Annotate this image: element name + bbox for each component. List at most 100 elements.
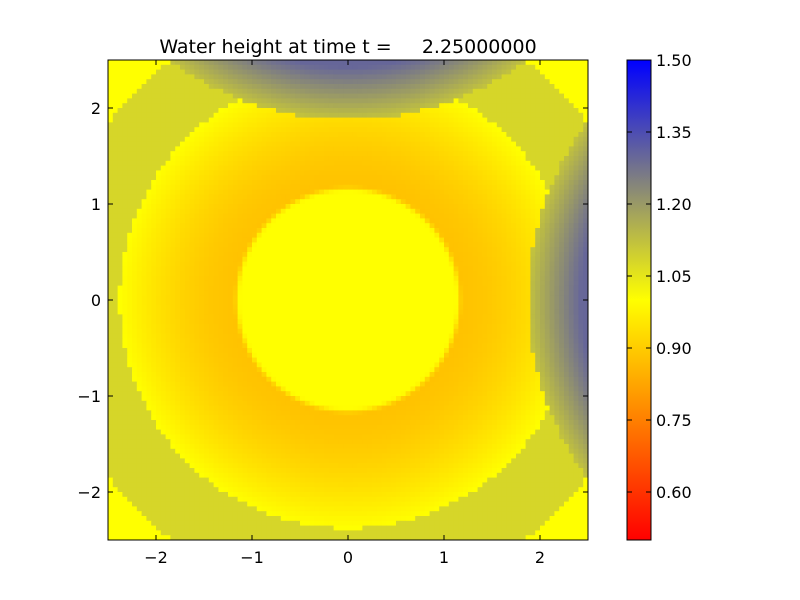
heatmap-cell: [295, 108, 301, 114]
heatmap-cell: [381, 84, 387, 90]
heatmap-cell: [204, 204, 210, 210]
heatmap-cell: [324, 280, 330, 286]
heatmap-cell: [276, 199, 282, 205]
heatmap-cell: [429, 160, 435, 166]
heatmap-cell: [242, 276, 248, 282]
heatmap-cell: [386, 232, 392, 238]
heatmap-cell: [424, 276, 430, 282]
heatmap-cell: [424, 122, 430, 128]
heatmap-cell: [405, 280, 411, 286]
heatmap-cell: [175, 184, 181, 190]
heatmap-cell: [348, 60, 354, 66]
heatmap-cell: [333, 175, 339, 181]
heatmap-cell: [487, 170, 493, 176]
heatmap-cell: [237, 64, 243, 70]
heatmap-cell: [132, 247, 138, 253]
heatmap-cell: [132, 79, 138, 85]
heatmap-cell: [424, 237, 430, 243]
heatmap-cell: [324, 136, 330, 142]
heatmap-cell: [146, 108, 152, 114]
heatmap-cell: [256, 93, 262, 99]
heatmap-cell: [578, 199, 584, 205]
heatmap-cell: [458, 132, 464, 138]
heatmap-cell: [573, 136, 579, 142]
heatmap-cell: [352, 276, 358, 282]
heatmap-cell: [525, 165, 531, 171]
heatmap-cell: [132, 295, 138, 301]
heatmap-cell: [194, 136, 200, 142]
heatmap-cell: [208, 165, 214, 171]
heatmap-cell: [516, 79, 522, 85]
heatmap-cell: [165, 237, 171, 243]
heatmap-cell: [232, 280, 238, 286]
heatmap-cell: [223, 223, 229, 229]
heatmap-cell: [376, 69, 382, 75]
heatmap-cell: [295, 242, 301, 248]
heatmap-cell: [285, 175, 291, 181]
heatmap-cell: [564, 136, 570, 142]
heatmap-cell: [496, 112, 502, 118]
heatmap-cell: [352, 252, 358, 258]
heatmap-cell: [501, 69, 507, 75]
heatmap-cell: [208, 266, 214, 272]
heatmap-cell: [362, 232, 368, 238]
heatmap-cell: [232, 276, 238, 282]
heatmap-cell: [400, 69, 406, 75]
heatmap-cell: [468, 156, 474, 162]
heatmap-cell: [223, 84, 229, 90]
heatmap-cell: [381, 213, 387, 219]
heatmap-cell: [415, 60, 421, 66]
heatmap-cell: [372, 184, 378, 190]
heatmap-cell: [372, 194, 378, 200]
heatmap-cell: [237, 184, 243, 190]
heatmap-cell: [151, 108, 157, 114]
heatmap-cell: [492, 151, 498, 157]
heatmap-cell: [141, 189, 147, 195]
heatmap-cell: [391, 232, 397, 238]
heatmap-cell: [453, 285, 459, 291]
heatmap-cell: [295, 175, 301, 181]
heatmap-cell: [496, 93, 502, 99]
heatmap-cell: [516, 194, 522, 200]
heatmap-cell: [276, 189, 282, 195]
heatmap-cell: [324, 112, 330, 118]
heatmap-cell: [223, 199, 229, 205]
heatmap-cell: [376, 252, 382, 258]
heatmap-cell: [218, 189, 224, 195]
heatmap-cell: [400, 180, 406, 186]
heatmap-cell: [559, 122, 565, 128]
heatmap-cell: [472, 266, 478, 272]
heatmap-cell: [348, 295, 354, 301]
heatmap-cell: [252, 141, 258, 147]
heatmap-cell: [540, 151, 546, 157]
heatmap-cell: [184, 242, 190, 248]
heatmap-cell: [463, 122, 469, 128]
heatmap-cell: [424, 170, 430, 176]
heatmap-cell: [564, 199, 570, 205]
heatmap-cell: [477, 151, 483, 157]
heatmap-cell: [516, 136, 522, 142]
heatmap-cell: [424, 189, 430, 195]
heatmap-cell: [468, 146, 474, 152]
heatmap-cell: [112, 184, 118, 190]
heatmap-cell: [199, 103, 205, 109]
heatmap-cell: [391, 93, 397, 99]
heatmap-cell: [112, 160, 118, 166]
heatmap-cell: [564, 79, 570, 85]
heatmap-cell: [559, 180, 565, 186]
heatmap-cell: [511, 184, 517, 190]
heatmap-cell: [549, 136, 555, 142]
heatmap-cell: [496, 228, 502, 234]
heatmap-cell: [520, 69, 526, 75]
heatmap-cell: [314, 199, 320, 205]
heatmap-cell: [540, 256, 546, 262]
heatmap-cell: [290, 256, 296, 262]
heatmap-cell: [237, 280, 243, 286]
heatmap-cell: [151, 189, 157, 195]
heatmap-cell: [549, 122, 555, 128]
heatmap-cell: [578, 204, 584, 210]
heatmap-cell: [396, 160, 402, 166]
heatmap-cell: [160, 199, 166, 205]
heatmap-cell: [511, 256, 517, 262]
heatmap-cell: [549, 117, 555, 123]
